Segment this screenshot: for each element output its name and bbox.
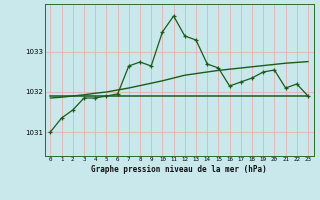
X-axis label: Graphe pression niveau de la mer (hPa): Graphe pression niveau de la mer (hPa) [91,165,267,174]
